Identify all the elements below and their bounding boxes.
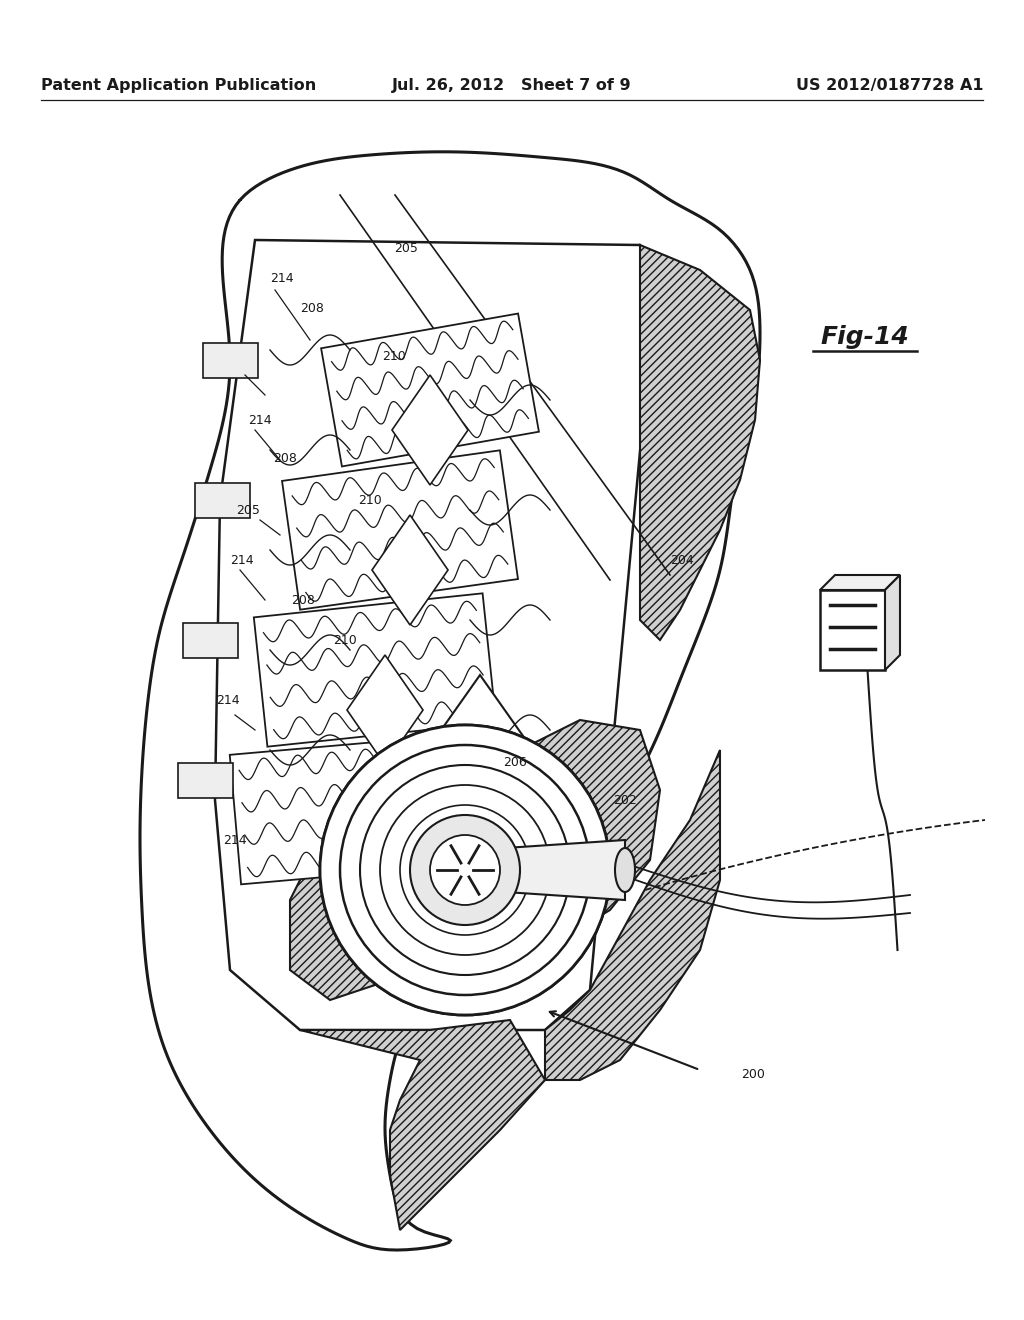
Text: 204: 204 bbox=[670, 553, 694, 566]
Polygon shape bbox=[195, 483, 250, 517]
Text: 206: 206 bbox=[503, 756, 527, 770]
Ellipse shape bbox=[615, 847, 635, 892]
Polygon shape bbox=[480, 719, 660, 940]
Polygon shape bbox=[640, 246, 760, 640]
Text: Fig-14: Fig-14 bbox=[821, 325, 909, 348]
Text: 214: 214 bbox=[230, 553, 254, 566]
Polygon shape bbox=[290, 800, 450, 1001]
Text: 214: 214 bbox=[248, 413, 271, 426]
Polygon shape bbox=[177, 763, 232, 797]
Text: 214: 214 bbox=[223, 833, 247, 846]
Text: 202: 202 bbox=[613, 793, 637, 807]
Circle shape bbox=[430, 836, 500, 906]
Text: Patent Application Publication: Patent Application Publication bbox=[41, 78, 316, 92]
Text: 205: 205 bbox=[237, 503, 260, 516]
Text: 208: 208 bbox=[291, 594, 315, 606]
Text: 205: 205 bbox=[394, 242, 418, 255]
Polygon shape bbox=[372, 515, 449, 624]
Polygon shape bbox=[820, 576, 900, 590]
Polygon shape bbox=[347, 655, 423, 766]
Polygon shape bbox=[215, 240, 655, 1030]
Polygon shape bbox=[182, 623, 238, 657]
Polygon shape bbox=[505, 840, 625, 900]
Polygon shape bbox=[322, 314, 539, 466]
Polygon shape bbox=[885, 576, 900, 671]
Text: Jul. 26, 2012   Sheet 7 of 9: Jul. 26, 2012 Sheet 7 of 9 bbox=[392, 78, 632, 92]
Circle shape bbox=[319, 725, 610, 1015]
Polygon shape bbox=[545, 750, 720, 1080]
Polygon shape bbox=[203, 342, 257, 378]
Text: 210: 210 bbox=[358, 494, 382, 507]
Text: 214: 214 bbox=[270, 272, 294, 285]
Circle shape bbox=[319, 725, 610, 1015]
Text: 210: 210 bbox=[333, 634, 357, 647]
Polygon shape bbox=[254, 593, 497, 747]
Text: US 2012/0187728 A1: US 2012/0187728 A1 bbox=[796, 78, 983, 92]
Polygon shape bbox=[300, 1020, 545, 1230]
Text: 200: 200 bbox=[741, 1068, 765, 1081]
Polygon shape bbox=[820, 590, 885, 671]
Text: 208: 208 bbox=[273, 451, 297, 465]
Polygon shape bbox=[282, 450, 518, 610]
Polygon shape bbox=[229, 735, 460, 884]
Polygon shape bbox=[392, 375, 468, 484]
Polygon shape bbox=[322, 785, 398, 895]
Text: 210: 210 bbox=[382, 350, 406, 363]
Polygon shape bbox=[140, 152, 760, 1250]
Text: 214: 214 bbox=[216, 693, 240, 706]
Polygon shape bbox=[420, 675, 540, 845]
Text: 208: 208 bbox=[300, 301, 324, 314]
Circle shape bbox=[410, 814, 520, 925]
